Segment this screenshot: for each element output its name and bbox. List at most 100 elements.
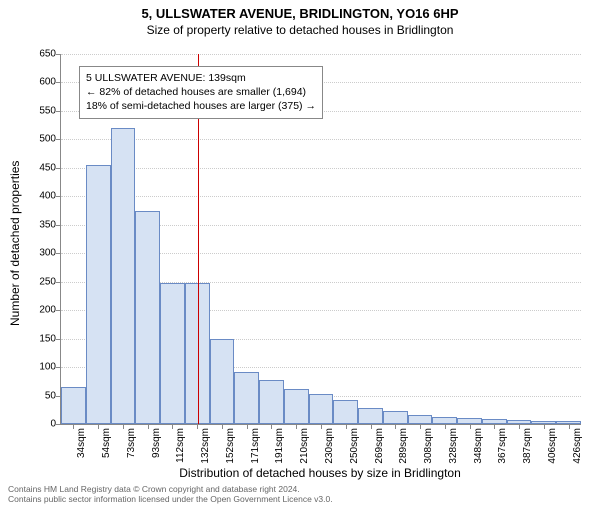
y-tick-label: 450 — [26, 162, 56, 173]
x-tick-label: 250sqm — [349, 428, 360, 464]
annotation-line-1: 5 ULLSWATER AVENUE: 139sqm — [86, 71, 316, 85]
x-tick-mark — [494, 424, 495, 429]
x-tick-label: 191sqm — [274, 428, 285, 464]
chart-container: 0501001502002503003504004505005506006503… — [60, 54, 580, 424]
y-tick-mark — [56, 225, 61, 226]
x-tick-mark — [544, 424, 545, 429]
footer-line-2: Contains public sector information licen… — [8, 494, 333, 504]
x-tick-mark — [247, 424, 248, 429]
y-tick-label: 50 — [26, 390, 56, 401]
grid-line — [61, 196, 581, 197]
plot-area: 0501001502002503003504004505005506006503… — [60, 54, 581, 425]
x-tick-mark — [321, 424, 322, 429]
histogram-bar — [160, 283, 185, 424]
grid-line — [61, 54, 581, 55]
x-tick-mark — [148, 424, 149, 429]
annotation-line-3: 18% of semi-detached houses are larger (… — [86, 99, 316, 113]
y-tick-mark — [56, 310, 61, 311]
page-subtitle: Size of property relative to detached ho… — [0, 23, 600, 37]
y-tick-label: 150 — [26, 333, 56, 344]
x-tick-label: 269sqm — [374, 428, 385, 464]
x-tick-label: 152sqm — [225, 428, 236, 464]
x-tick-label: 426sqm — [572, 428, 583, 464]
x-tick-label: 93sqm — [151, 428, 162, 458]
histogram-bar — [432, 417, 457, 424]
y-tick-mark — [56, 367, 61, 368]
x-tick-label: 289sqm — [398, 428, 409, 464]
x-tick-label: 34sqm — [76, 428, 87, 458]
histogram-bar — [234, 372, 259, 424]
x-tick-label: 112sqm — [175, 428, 186, 463]
x-tick-label: 328sqm — [448, 428, 459, 464]
x-tick-mark — [470, 424, 471, 429]
footer-credits: Contains HM Land Registry data © Crown c… — [8, 484, 333, 504]
x-tick-mark — [519, 424, 520, 429]
histogram-bar — [383, 411, 408, 424]
y-tick-mark — [56, 196, 61, 197]
histogram-bar — [86, 165, 111, 424]
y-tick-mark — [56, 339, 61, 340]
y-tick-label: 500 — [26, 134, 56, 145]
x-tick-mark — [271, 424, 272, 429]
histogram-bar — [135, 211, 160, 424]
y-tick-mark — [56, 168, 61, 169]
histogram-bar — [408, 415, 433, 424]
x-tick-label: 132sqm — [200, 428, 211, 464]
y-tick-label: 600 — [26, 77, 56, 88]
histogram-bar — [259, 380, 284, 424]
footer-line-1: Contains HM Land Registry data © Crown c… — [8, 484, 333, 494]
x-tick-label: 367sqm — [497, 428, 508, 464]
histogram-bar — [333, 400, 358, 424]
x-tick-label: 348sqm — [473, 428, 484, 464]
x-tick-mark — [222, 424, 223, 429]
histogram-bar — [61, 387, 86, 424]
y-tick-label: 350 — [26, 219, 56, 230]
x-tick-mark — [420, 424, 421, 429]
y-tick-label: 0 — [26, 419, 56, 430]
x-tick-mark — [172, 424, 173, 429]
y-tick-label: 100 — [26, 362, 56, 373]
x-tick-mark — [395, 424, 396, 429]
x-tick-label: 73sqm — [126, 428, 137, 458]
y-tick-mark — [56, 82, 61, 83]
x-tick-mark — [569, 424, 570, 429]
y-tick-mark — [56, 424, 61, 425]
x-axis-label: Distribution of detached houses by size … — [60, 466, 580, 480]
y-tick-mark — [56, 111, 61, 112]
x-tick-label: 210sqm — [299, 428, 310, 464]
x-tick-mark — [123, 424, 124, 429]
x-tick-label: 171sqm — [250, 428, 261, 464]
y-tick-mark — [56, 282, 61, 283]
x-tick-label: 387sqm — [522, 428, 533, 464]
y-tick-mark — [56, 253, 61, 254]
y-tick-label: 400 — [26, 191, 56, 202]
x-tick-mark — [73, 424, 74, 429]
histogram-bar — [284, 389, 309, 424]
y-tick-label: 200 — [26, 305, 56, 316]
grid-line — [61, 168, 581, 169]
grid-line — [61, 139, 581, 140]
histogram-bar — [111, 128, 136, 424]
x-tick-mark — [371, 424, 372, 429]
x-tick-mark — [445, 424, 446, 429]
x-tick-mark — [98, 424, 99, 429]
y-tick-mark — [56, 139, 61, 140]
histogram-bar — [358, 408, 383, 424]
y-tick-label: 250 — [26, 276, 56, 287]
x-tick-mark — [346, 424, 347, 429]
x-tick-label: 308sqm — [423, 428, 434, 464]
y-axis-label: Number of detached properties — [8, 161, 22, 326]
y-tick-label: 550 — [26, 105, 56, 116]
x-tick-mark — [296, 424, 297, 429]
x-tick-mark — [197, 424, 198, 429]
annotation-line-2: ← 82% of detached houses are smaller (1,… — [86, 85, 316, 99]
x-tick-label: 230sqm — [324, 428, 335, 464]
y-tick-label: 300 — [26, 248, 56, 259]
x-tick-label: 54sqm — [101, 428, 112, 458]
histogram-bar — [210, 339, 235, 424]
y-tick-mark — [56, 54, 61, 55]
page-title: 5, ULLSWATER AVENUE, BRIDLINGTON, YO16 6… — [0, 6, 600, 21]
y-tick-label: 650 — [26, 49, 56, 60]
x-tick-label: 406sqm — [547, 428, 558, 464]
annotation-box: 5 ULLSWATER AVENUE: 139sqm ← 82% of deta… — [79, 66, 323, 119]
